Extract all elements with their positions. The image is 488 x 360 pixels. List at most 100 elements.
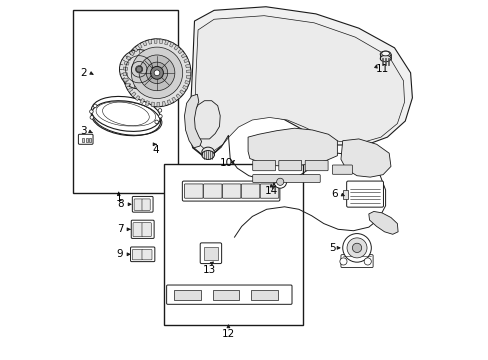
Polygon shape <box>125 83 130 87</box>
Polygon shape <box>189 7 411 155</box>
Ellipse shape <box>381 51 389 56</box>
Text: 12: 12 <box>222 329 235 339</box>
Polygon shape <box>164 40 168 45</box>
Ellipse shape <box>93 102 162 135</box>
FancyBboxPatch shape <box>78 134 93 144</box>
Polygon shape <box>340 139 390 177</box>
Polygon shape <box>157 102 160 107</box>
Bar <box>164 164 303 325</box>
Bar <box>85 138 87 142</box>
Circle shape <box>131 47 183 99</box>
Polygon shape <box>126 56 131 60</box>
FancyBboxPatch shape <box>260 184 278 198</box>
Polygon shape <box>186 75 190 79</box>
Polygon shape <box>176 94 181 99</box>
Ellipse shape <box>380 51 390 58</box>
FancyBboxPatch shape <box>184 184 203 198</box>
Bar <box>381 58 383 65</box>
Bar <box>88 138 91 142</box>
Polygon shape <box>129 51 134 56</box>
Polygon shape <box>184 94 201 148</box>
Circle shape <box>273 175 286 188</box>
Ellipse shape <box>380 55 390 62</box>
Text: 6: 6 <box>330 189 337 199</box>
Bar <box>251 290 278 300</box>
Polygon shape <box>123 73 127 76</box>
FancyBboxPatch shape <box>203 184 222 198</box>
Bar <box>203 247 217 260</box>
FancyBboxPatch shape <box>252 160 275 171</box>
Circle shape <box>89 110 93 113</box>
FancyBboxPatch shape <box>252 175 320 183</box>
Ellipse shape <box>202 150 214 159</box>
Polygon shape <box>183 85 187 90</box>
Polygon shape <box>174 45 179 50</box>
Polygon shape <box>184 81 189 85</box>
FancyBboxPatch shape <box>133 223 142 237</box>
Polygon shape <box>135 95 140 101</box>
FancyBboxPatch shape <box>182 181 279 201</box>
Text: 13: 13 <box>203 265 216 275</box>
Polygon shape <box>162 102 165 106</box>
Polygon shape <box>159 39 163 44</box>
Polygon shape <box>124 61 129 65</box>
Text: 4: 4 <box>152 145 159 155</box>
Polygon shape <box>178 49 183 54</box>
Polygon shape <box>185 64 190 68</box>
Bar <box>343 190 348 199</box>
Polygon shape <box>368 211 397 234</box>
Polygon shape <box>169 42 174 47</box>
FancyBboxPatch shape <box>142 199 150 210</box>
Bar <box>212 290 239 300</box>
FancyBboxPatch shape <box>134 199 142 210</box>
Polygon shape <box>181 53 186 58</box>
FancyBboxPatch shape <box>131 220 154 238</box>
Polygon shape <box>154 39 157 43</box>
Polygon shape <box>247 128 337 166</box>
Circle shape <box>119 50 159 89</box>
FancyBboxPatch shape <box>332 165 352 174</box>
Circle shape <box>158 114 162 118</box>
Circle shape <box>342 234 370 262</box>
FancyBboxPatch shape <box>142 223 151 237</box>
Text: 9: 9 <box>116 249 122 259</box>
Bar <box>174 290 201 300</box>
Circle shape <box>139 55 175 91</box>
Text: 3: 3 <box>80 126 86 136</box>
Polygon shape <box>127 87 132 92</box>
Circle shape <box>146 62 167 84</box>
Polygon shape <box>151 102 154 107</box>
FancyBboxPatch shape <box>346 181 383 207</box>
Circle shape <box>93 104 97 108</box>
Polygon shape <box>142 41 146 46</box>
Polygon shape <box>192 101 220 139</box>
Polygon shape <box>194 16 404 151</box>
FancyBboxPatch shape <box>166 285 291 304</box>
FancyBboxPatch shape <box>305 160 327 171</box>
Circle shape <box>150 66 163 79</box>
Polygon shape <box>171 97 176 102</box>
Ellipse shape <box>91 96 160 131</box>
FancyBboxPatch shape <box>130 247 155 262</box>
Text: 14: 14 <box>264 186 277 197</box>
Bar <box>82 138 84 142</box>
FancyBboxPatch shape <box>222 184 241 198</box>
Bar <box>384 58 386 65</box>
Circle shape <box>152 68 161 77</box>
Polygon shape <box>140 99 144 104</box>
Circle shape <box>276 178 283 185</box>
Circle shape <box>90 116 93 119</box>
FancyBboxPatch shape <box>241 184 259 198</box>
Bar <box>387 58 388 65</box>
Circle shape <box>352 243 361 252</box>
Polygon shape <box>123 78 128 82</box>
Circle shape <box>364 258 370 265</box>
Bar <box>73 10 178 193</box>
Polygon shape <box>145 101 149 105</box>
Polygon shape <box>133 47 138 52</box>
Text: 2: 2 <box>80 68 87 78</box>
Polygon shape <box>148 39 151 44</box>
FancyBboxPatch shape <box>200 243 221 264</box>
Circle shape <box>136 66 142 72</box>
Circle shape <box>154 70 160 76</box>
